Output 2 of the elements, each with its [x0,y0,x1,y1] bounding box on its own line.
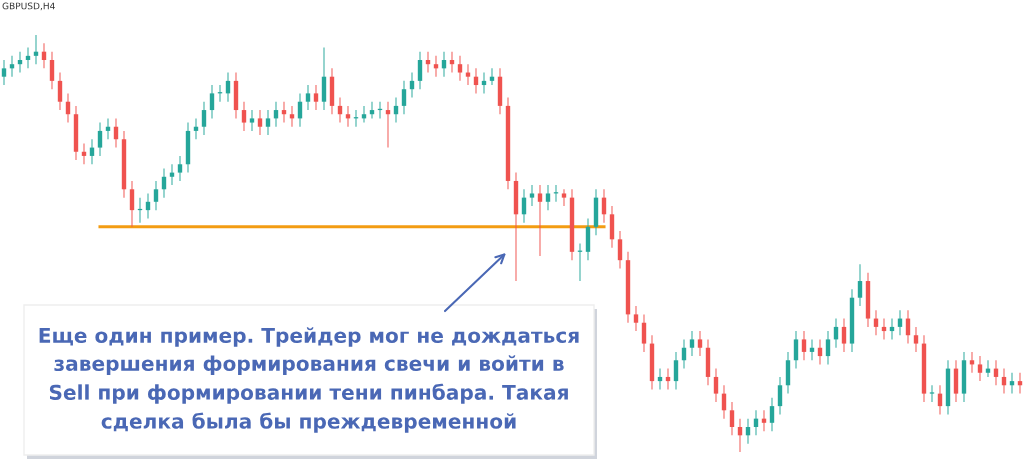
annotation: Еще один пример. Трейдер мог не дождаться завершения формирования свечи и войти в Sell при формировании тени пинбара. Такая сделка была бы преждевременной [39,327,579,433]
chart-title: GBPUSD,H4 [2,2,55,11]
